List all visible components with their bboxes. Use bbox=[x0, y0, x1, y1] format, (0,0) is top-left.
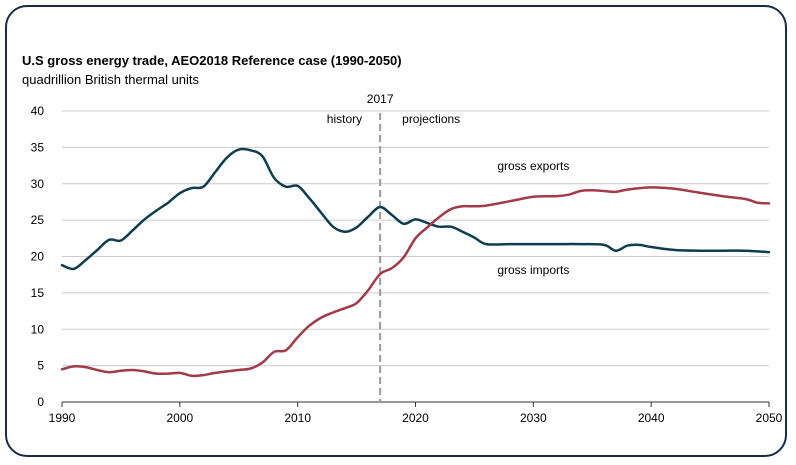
gross-imports-label: gross imports bbox=[497, 263, 569, 277]
series-labels: gross exports gross imports bbox=[497, 159, 569, 277]
x-tick-label: 2040 bbox=[638, 411, 665, 425]
y-tick-label: 0 bbox=[37, 395, 44, 409]
axes: 0 5 10 15 20 25 30 35 40 1990 2000 2010 2020 2030 2040… bbox=[31, 104, 783, 425]
y-tick-label: 40 bbox=[31, 104, 45, 118]
x-tick-label: 2050 bbox=[756, 411, 783, 425]
chart-frame bbox=[5, 5, 787, 457]
y-tick-label: 15 bbox=[31, 286, 45, 300]
chart-title: U.S gross energy trade, AEO2018 Referenc… bbox=[22, 53, 402, 68]
x-tick-label: 2000 bbox=[166, 411, 193, 425]
gross-exports-line bbox=[60, 186, 771, 378]
x-tick-label: 2020 bbox=[402, 411, 429, 425]
y-tick-label: 35 bbox=[31, 140, 45, 154]
gross-exports-label: gross exports bbox=[497, 159, 569, 173]
gross-imports-line bbox=[60, 147, 771, 271]
gridlines bbox=[62, 110, 769, 367]
x-tick-label: 2030 bbox=[520, 411, 547, 425]
x-tick-label: 2010 bbox=[284, 411, 311, 425]
divider-year-label: 2017 bbox=[367, 92, 394, 106]
x-tick-label: 1990 bbox=[49, 411, 76, 425]
chart-subtitle: quadrillion British thermal units bbox=[22, 72, 200, 87]
history-projection-divider: 2017 history projections bbox=[327, 92, 460, 402]
history-label: history bbox=[327, 112, 362, 126]
y-tick-label: 20 bbox=[31, 250, 45, 264]
y-tick-label: 25 bbox=[31, 213, 45, 227]
y-tick-label: 10 bbox=[31, 322, 45, 336]
projections-label: projections bbox=[402, 112, 460, 126]
y-tick-label: 5 bbox=[37, 359, 44, 373]
y-tick-label: 30 bbox=[31, 177, 45, 191]
series-lines bbox=[60, 147, 771, 378]
